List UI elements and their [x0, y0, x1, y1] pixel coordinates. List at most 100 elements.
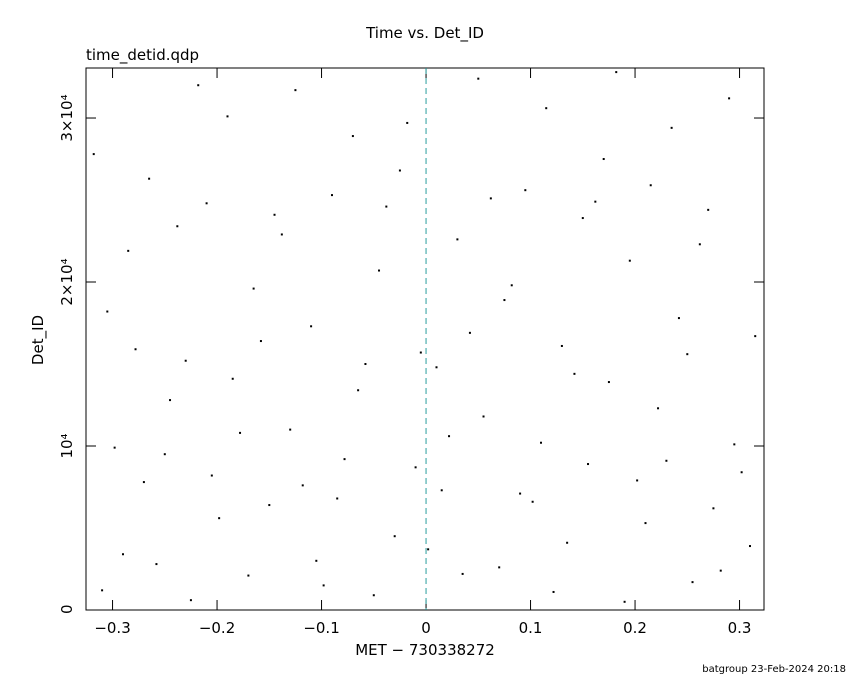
point	[336, 497, 339, 500]
point	[748, 545, 751, 548]
point	[461, 572, 464, 575]
point	[448, 435, 451, 438]
y-axis-label: Det_ID	[29, 315, 48, 365]
point	[197, 84, 200, 87]
point	[482, 415, 485, 418]
point	[210, 474, 213, 477]
point	[560, 344, 563, 347]
point	[148, 177, 151, 180]
point	[489, 197, 492, 200]
point	[728, 97, 731, 100]
point	[252, 287, 255, 290]
x-tick-label: 0.2	[623, 619, 647, 637]
point	[273, 213, 276, 216]
point	[712, 507, 715, 510]
point	[169, 399, 172, 402]
point	[226, 115, 229, 118]
point	[268, 504, 271, 507]
point	[456, 238, 459, 241]
point	[435, 366, 438, 369]
plot-frame	[85, 67, 765, 611]
point	[163, 453, 166, 456]
point	[740, 471, 743, 474]
x-tick-label: −0.3	[94, 619, 130, 637]
x-tick-label: 0.3	[728, 619, 752, 637]
point	[539, 441, 542, 444]
point	[440, 489, 443, 492]
point	[524, 189, 527, 192]
point	[686, 353, 689, 356]
point	[552, 590, 555, 593]
point	[719, 569, 722, 572]
chart-subtitle: time_detid.qdp	[86, 46, 199, 65]
y-tick-label: 2×10⁴	[58, 258, 76, 305]
point	[259, 340, 262, 343]
point	[636, 479, 639, 482]
point	[677, 317, 680, 320]
chart-title: Time vs. Det_ID	[365, 24, 484, 43]
point	[231, 377, 234, 380]
point	[205, 202, 208, 205]
point	[184, 359, 187, 362]
point	[628, 259, 631, 262]
point	[289, 428, 292, 431]
point	[566, 541, 569, 544]
point	[357, 389, 360, 392]
point	[531, 500, 534, 503]
point	[398, 169, 401, 172]
point	[503, 299, 506, 302]
point	[406, 121, 409, 124]
point	[510, 284, 513, 287]
point	[106, 310, 109, 313]
point	[343, 458, 346, 461]
point	[176, 225, 179, 228]
point	[581, 217, 584, 220]
y-tick-label: 0	[58, 604, 76, 614]
point	[92, 153, 95, 156]
x-tick-label: 0	[421, 619, 431, 637]
point	[468, 331, 471, 334]
point	[315, 559, 318, 562]
point	[239, 431, 242, 434]
point	[385, 205, 388, 208]
point	[247, 574, 250, 577]
point	[134, 348, 137, 351]
point	[602, 158, 605, 161]
point	[707, 208, 710, 211]
point	[519, 492, 522, 495]
point	[733, 443, 736, 446]
point	[573, 372, 576, 375]
x-tick-label: −0.1	[303, 619, 339, 637]
x-tick-label: −0.2	[199, 619, 235, 637]
point	[155, 563, 158, 566]
y-tick-label: 10⁴	[58, 433, 76, 458]
point	[691, 581, 694, 584]
point	[101, 589, 104, 592]
point	[393, 535, 396, 538]
point	[665, 459, 668, 462]
point	[670, 126, 673, 129]
point	[113, 446, 116, 449]
point	[364, 363, 367, 366]
point	[623, 600, 626, 603]
point	[301, 484, 304, 487]
point	[698, 243, 701, 246]
point	[587, 463, 590, 466]
point	[330, 194, 333, 197]
point	[414, 466, 417, 469]
point	[427, 548, 430, 551]
point	[351, 135, 354, 138]
point	[545, 107, 548, 110]
point	[419, 351, 422, 354]
point	[121, 553, 124, 556]
point	[189, 599, 192, 602]
point	[644, 522, 647, 525]
point	[657, 407, 660, 410]
point	[477, 77, 480, 80]
y-tick-label: 3×10⁴	[58, 94, 76, 141]
x-axis-label: MET − 730338272	[355, 641, 495, 659]
point	[607, 381, 610, 384]
point	[372, 594, 375, 597]
